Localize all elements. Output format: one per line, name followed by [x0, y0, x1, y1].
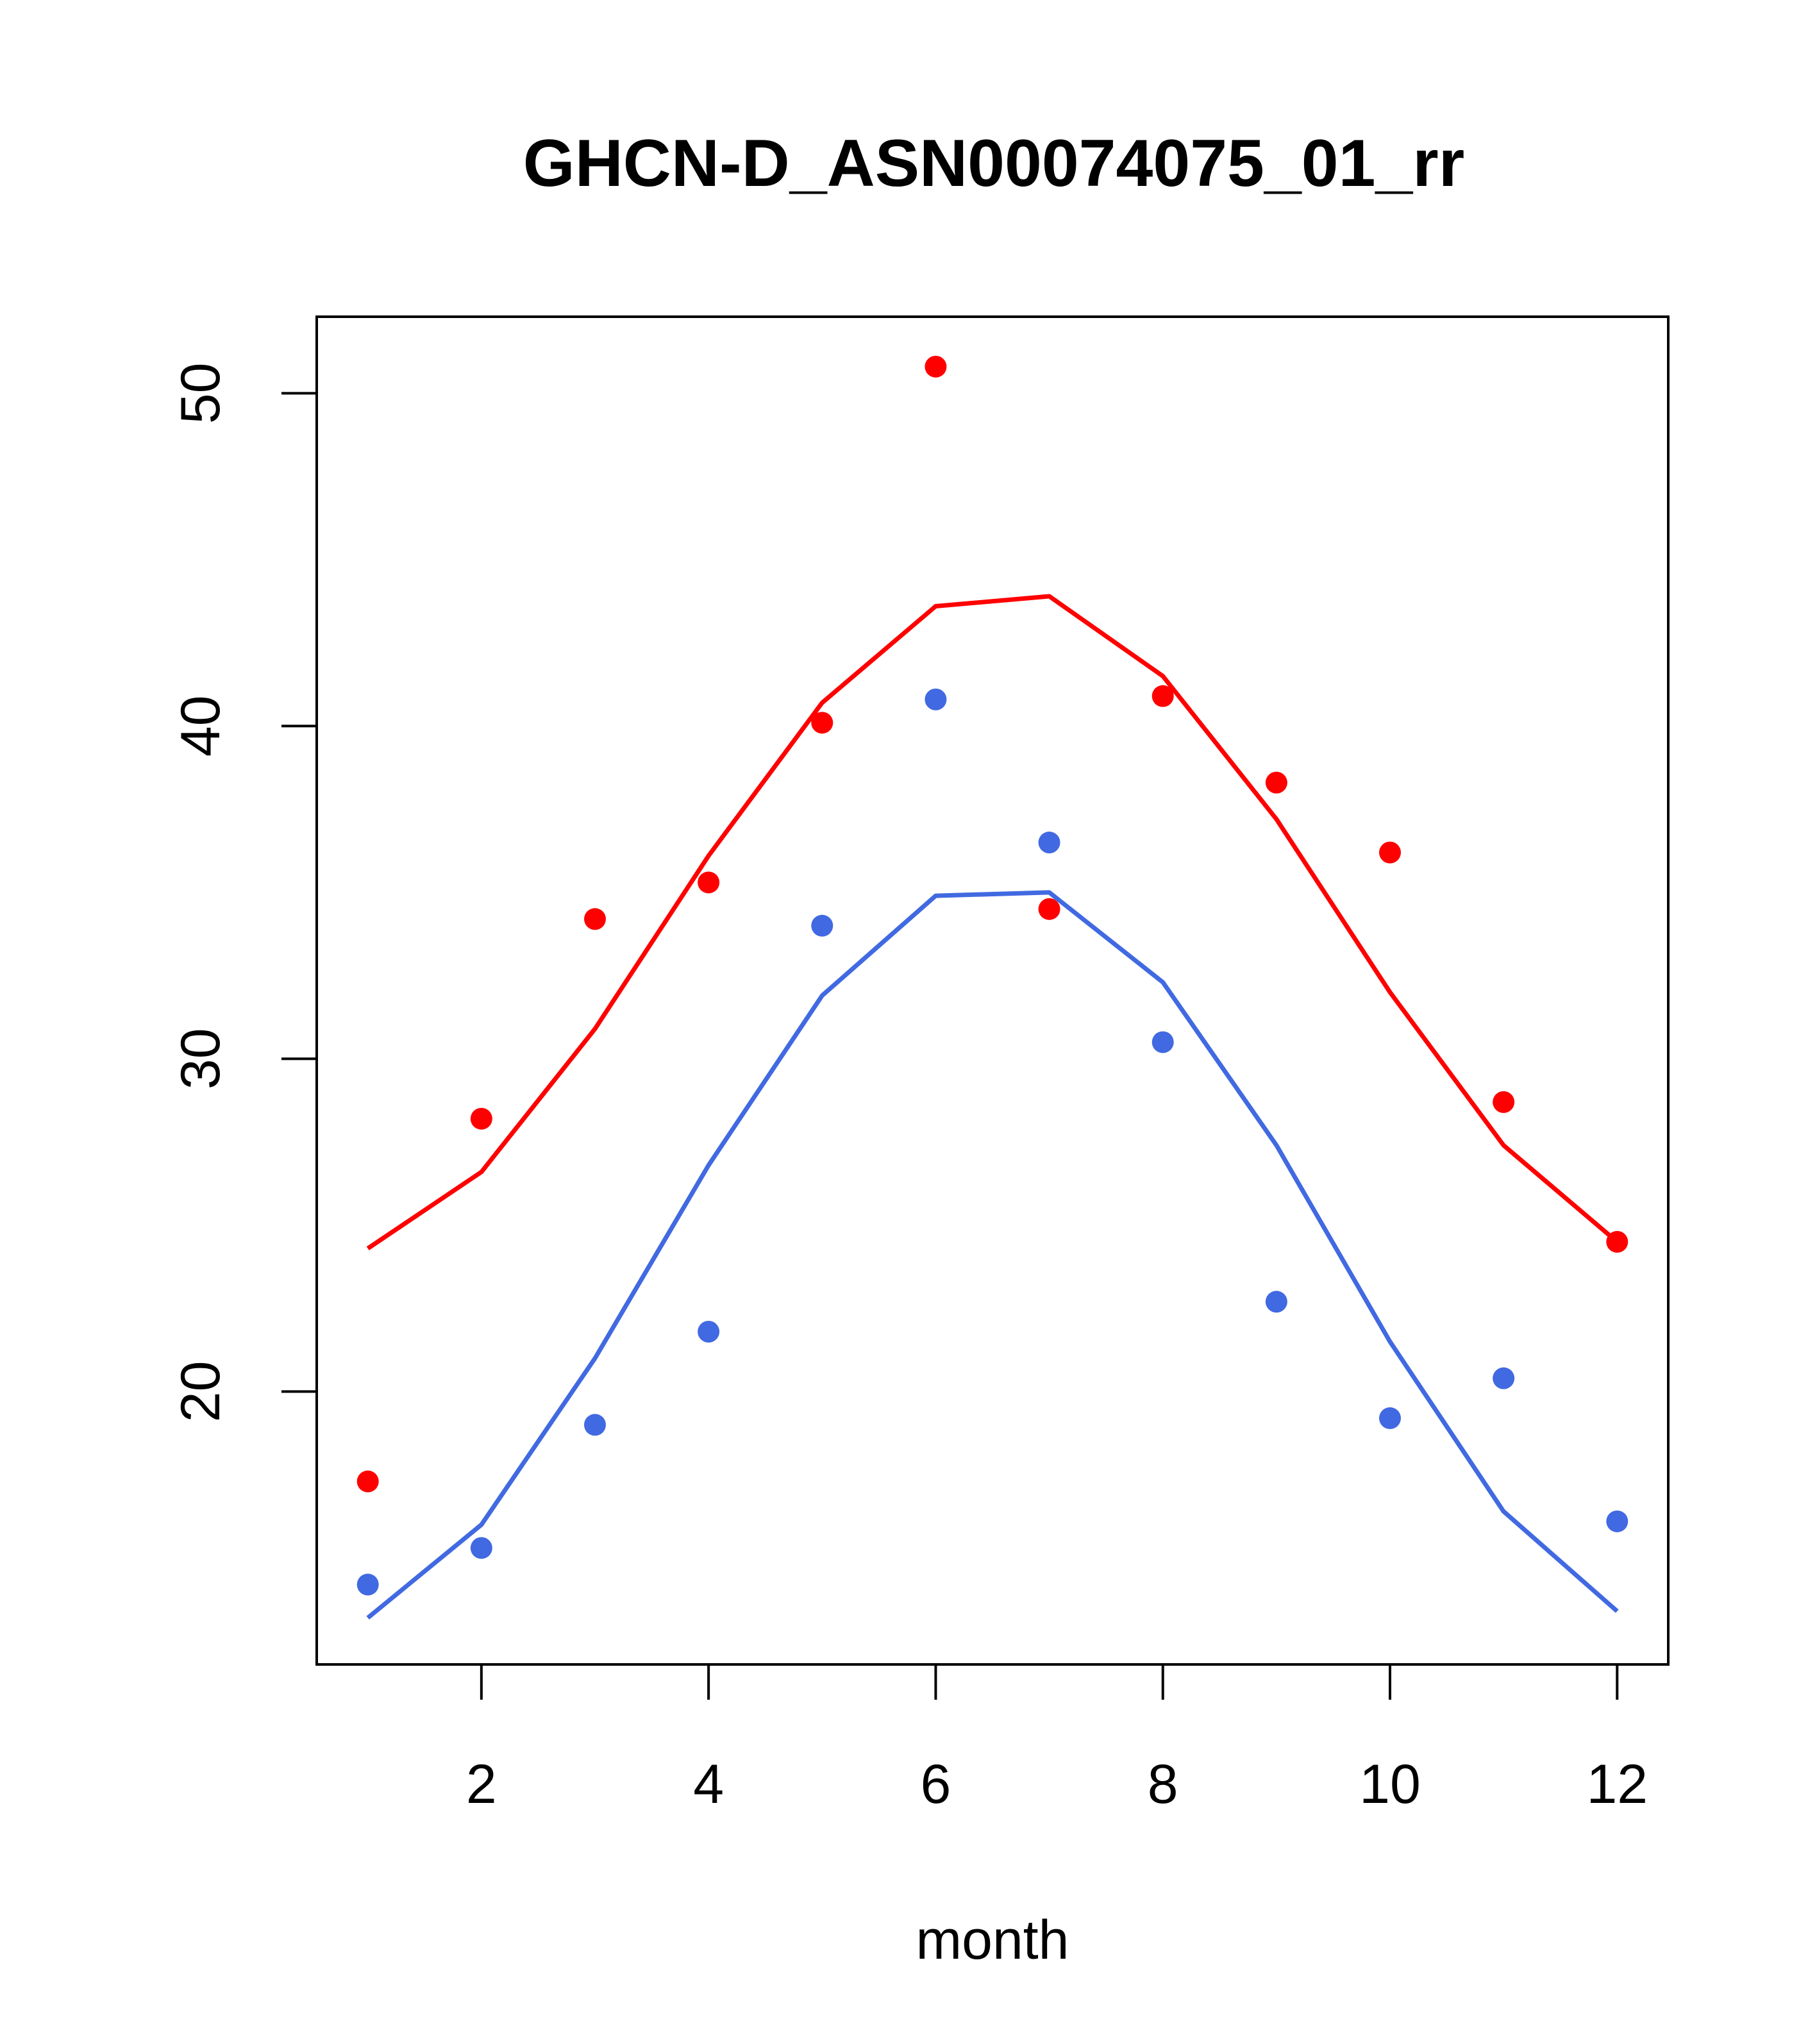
series-1-point	[1493, 1091, 1515, 1113]
x-tick-label: 4	[693, 1754, 724, 1815]
x-tick-label: 12	[1586, 1754, 1648, 1815]
x-tick-label: 6	[921, 1754, 951, 1815]
series-2-point	[470, 1537, 492, 1559]
y-tick-label: 20	[170, 1361, 231, 1423]
series-1-point	[1151, 685, 1174, 707]
x-axis: 2 4 6 8 10 12	[466, 1664, 1648, 1815]
series-2-point	[811, 914, 833, 937]
y-tick-label: 40	[170, 696, 231, 757]
series-1-point	[470, 1107, 492, 1130]
series-1-point	[698, 871, 720, 894]
x-tick-label: 10	[1359, 1754, 1421, 1815]
series-lines	[366, 594, 1619, 1620]
series-2-point	[1606, 1510, 1629, 1532]
series-1-point	[356, 1470, 379, 1493]
series-1-point	[584, 908, 606, 930]
series-1-line	[366, 594, 1619, 1251]
chart-title: GHCN-D_ASN00074075_01_rr	[523, 126, 1464, 201]
series-2-point	[1151, 1031, 1174, 1053]
y-tick-label: 50	[170, 363, 231, 424]
series-2-point	[356, 1573, 379, 1596]
y-tick-label: 30	[170, 1028, 231, 1090]
plot-frame	[315, 315, 1670, 1666]
x-axis-label: month	[916, 1909, 1069, 1971]
series-2-point	[1493, 1367, 1515, 1389]
series-2-point	[1038, 832, 1060, 854]
series-2-point	[925, 688, 947, 710]
series-1-point	[1606, 1230, 1629, 1253]
series-1-point	[1038, 898, 1060, 920]
series-points	[356, 355, 1629, 1596]
series-2-point	[1265, 1291, 1287, 1313]
x-tick-label: 2	[466, 1754, 497, 1815]
series-1-point	[925, 355, 947, 378]
series-2-point	[1379, 1407, 1401, 1429]
series-2-line	[366, 890, 1619, 1620]
series-2-point	[698, 1320, 720, 1343]
series-1-point	[1379, 841, 1401, 864]
series-1-point	[811, 712, 833, 734]
x-tick-label: 8	[1148, 1754, 1178, 1815]
y-axis: 20 30 40 50	[170, 363, 317, 1423]
series-2-point	[584, 1414, 606, 1436]
series-1-point	[1265, 771, 1287, 794]
